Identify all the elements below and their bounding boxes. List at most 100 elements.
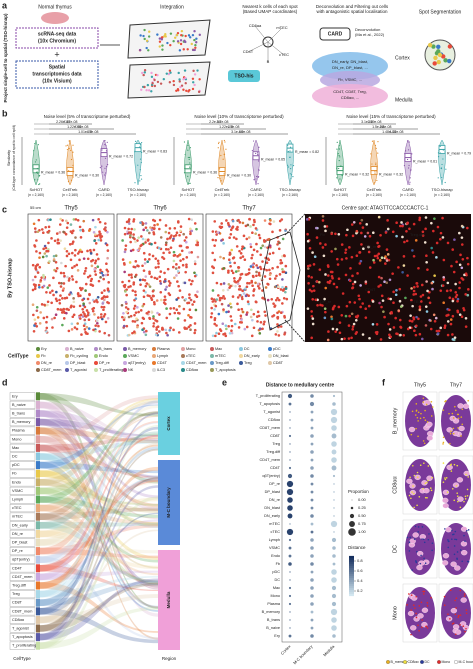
spot — [148, 257, 151, 261]
colorbar-step — [349, 579, 354, 583]
legend-swatch — [152, 368, 156, 372]
label: CD4T — [12, 566, 23, 570]
cell — [414, 333, 418, 337]
spot — [178, 305, 181, 308]
venn-cortex — [312, 52, 388, 80]
cell-dot — [415, 595, 418, 598]
celltype-bar — [36, 581, 40, 590]
dot — [330, 608, 338, 616]
jitter — [67, 180, 70, 183]
spot — [97, 257, 100, 261]
label: (Ma et al., 2022) — [355, 32, 385, 37]
celltype-box — [9, 504, 36, 513]
jitter — [290, 164, 292, 166]
spot — [154, 266, 158, 269]
spot — [231, 225, 235, 228]
spot — [222, 242, 225, 245]
cell — [410, 298, 413, 302]
spot — [246, 300, 250, 304]
cell — [445, 314, 448, 317]
cell — [434, 316, 438, 320]
spot — [128, 261, 132, 264]
label: 1.22e-08 — [67, 125, 81, 129]
jitter — [408, 141, 411, 143]
label: Similarity — [6, 150, 11, 166]
legend-swatch — [36, 361, 40, 365]
spot — [220, 239, 223, 242]
spot — [241, 221, 245, 225]
cell — [439, 289, 443, 292]
cell-dot — [457, 413, 460, 416]
dot — [310, 442, 314, 446]
jitter — [406, 140, 409, 142]
spot — [102, 277, 105, 281]
jitter — [256, 152, 259, 154]
flow — [40, 479, 158, 513]
spot — [132, 233, 135, 236]
spot — [228, 261, 232, 264]
legend-swatch — [152, 361, 156, 365]
flow — [40, 400, 158, 598]
medulla-region — [409, 538, 416, 544]
spot — [148, 272, 151, 275]
spot — [196, 255, 200, 259]
spot — [67, 329, 71, 333]
spot — [62, 317, 66, 320]
celltype-box — [9, 478, 36, 487]
spot — [136, 239, 139, 242]
cell-dot — [451, 412, 454, 415]
spot — [127, 279, 131, 283]
jitter — [104, 140, 106, 142]
cell — [337, 277, 341, 280]
cell — [348, 300, 352, 304]
celltype-box — [9, 418, 36, 427]
spot — [165, 316, 169, 320]
colorbar-step — [349, 573, 354, 577]
spot — [85, 309, 89, 312]
spot — [86, 257, 90, 261]
spot — [193, 222, 197, 225]
spot — [133, 304, 137, 308]
flow — [40, 427, 158, 444]
jitter — [375, 170, 378, 172]
spot — [62, 287, 66, 290]
umap-dot — [156, 33, 159, 36]
spot — [95, 234, 99, 238]
label: Spot Segmentation — [419, 9, 462, 15]
cell — [430, 281, 434, 285]
cell — [306, 239, 310, 243]
spot — [177, 284, 180, 288]
cell-dot — [464, 540, 466, 542]
spot — [156, 223, 159, 226]
spot — [148, 270, 151, 274]
medulla-region — [409, 489, 417, 496]
celltype-bar — [36, 641, 40, 650]
jitter — [336, 148, 338, 150]
spot — [230, 248, 233, 252]
spot — [87, 327, 91, 330]
jitter — [442, 149, 444, 151]
umap-dot — [142, 34, 145, 38]
cell — [402, 264, 406, 267]
spot — [61, 219, 64, 222]
spot — [84, 269, 87, 273]
spot — [97, 279, 101, 283]
spot — [68, 242, 72, 246]
legend-swatch — [268, 347, 272, 351]
spot — [211, 265, 214, 268]
spot — [268, 244, 272, 248]
umap-dot — [193, 38, 196, 42]
spot — [72, 300, 76, 304]
spot — [161, 255, 164, 259]
zoom-hex — [261, 231, 301, 331]
spot — [153, 302, 156, 306]
spot — [46, 286, 50, 289]
spot — [263, 245, 267, 249]
spot — [172, 259, 176, 263]
cell-dot — [454, 409, 457, 412]
spot — [238, 221, 242, 224]
jitter — [141, 141, 143, 144]
spot — [76, 269, 80, 272]
spot — [82, 302, 85, 306]
cell-dot — [418, 495, 421, 498]
